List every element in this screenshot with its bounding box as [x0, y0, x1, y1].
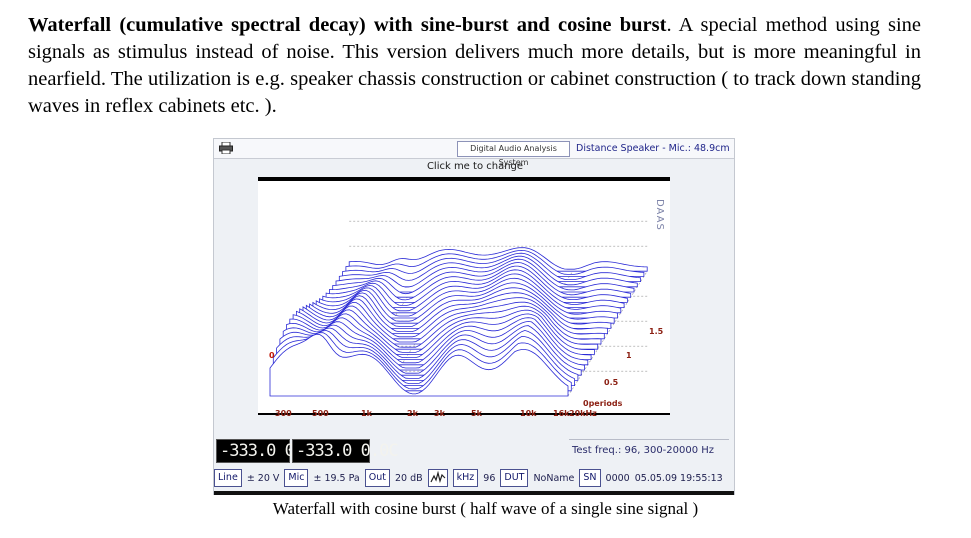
distance-label: Distance Speaker - Mic.: 48.9cm: [576, 143, 730, 154]
x-tick-20khz: 20kHz: [569, 409, 597, 418]
device-name: NoName: [533, 472, 575, 484]
noise-wave-icon: [430, 470, 446, 484]
waterfall-plot[interactable]: DAAS 0 300 500 1k 2k 3k 5k 10k 16k 20kHz…: [258, 177, 670, 418]
out-button[interactable]: Out: [364, 469, 390, 487]
system-name-tab[interactable]: Digital Audio Analysis System: [457, 141, 570, 167]
voltage-range: ± 20 V: [246, 472, 280, 484]
status-separator: [569, 439, 729, 440]
x-tick-16k: 16k: [553, 409, 570, 418]
click-to-change-hint[interactable]: Click me to change: [426, 161, 524, 172]
date-time: 05.05.09 19:55:13: [634, 472, 723, 484]
meter-right-value: -333.0 0.0C: [296, 441, 399, 461]
generator-icon[interactable]: [427, 469, 448, 487]
z-tick-1-5: 1.5: [649, 327, 664, 336]
title-bar: Digital Audio Analysis System Distance S…: [214, 139, 734, 167]
pressure-range: ± 19.5 Pa: [313, 472, 360, 484]
intro-heading: Waterfall (cumulative spectral decay) wi…: [28, 14, 667, 36]
dut-button[interactable]: DUT: [500, 469, 529, 487]
x-tick-500: 500: [312, 409, 329, 418]
analyzer-window: Digital Audio Analysis System Distance S…: [213, 138, 735, 495]
line-button[interactable]: Line: [214, 469, 242, 487]
x-tick-1k: 1k: [361, 409, 372, 418]
brand-watermark: DAAS: [654, 199, 665, 231]
mic-button[interactable]: Mic: [284, 469, 309, 487]
waterfall-svg: [269, 220, 648, 397]
level-meter-left: -333.0 0.00: [216, 439, 323, 463]
z-axis-label: 0periods: [583, 399, 623, 408]
bottom-border: [214, 491, 734, 495]
x-tick-10k: 10k: [520, 409, 537, 418]
sample-count: 96: [483, 472, 496, 484]
intro-paragraph: Waterfall (cumulative spectral decay) wi…: [28, 12, 921, 120]
khz-button[interactable]: kHz: [452, 469, 479, 487]
status-bar: Line ± 20 V Mic ± 19.5 Pa Out 20 dB kHz …: [214, 467, 734, 489]
x-tick-300: 300: [275, 409, 292, 418]
z-tick-0-5: 0.5: [604, 378, 619, 387]
test-frequency: Test freq.: 96, 300-20000 Hz: [572, 445, 715, 456]
figure-caption: Waterfall with cosine burst ( half wave …: [272, 499, 699, 518]
sn-button[interactable]: SN: [579, 469, 601, 487]
output-db: 20 dB: [394, 472, 423, 484]
z-tick-1: 1: [626, 351, 632, 360]
x-tick-5k: 5k: [471, 409, 482, 418]
decay-traces: [269, 247, 648, 397]
level-meter-right: -333.0 0.0C: [292, 439, 399, 463]
intro-body: . A special method using sine signals as…: [28, 14, 921, 117]
x-tick-2k: 2k: [407, 409, 418, 418]
x-tick-3k: 3k: [434, 409, 445, 418]
level-zero-label: 0: [269, 351, 275, 360]
decay-trace: [269, 333, 569, 397]
serial-number: 0000: [605, 472, 630, 484]
printer-icon[interactable]: [219, 142, 233, 154]
